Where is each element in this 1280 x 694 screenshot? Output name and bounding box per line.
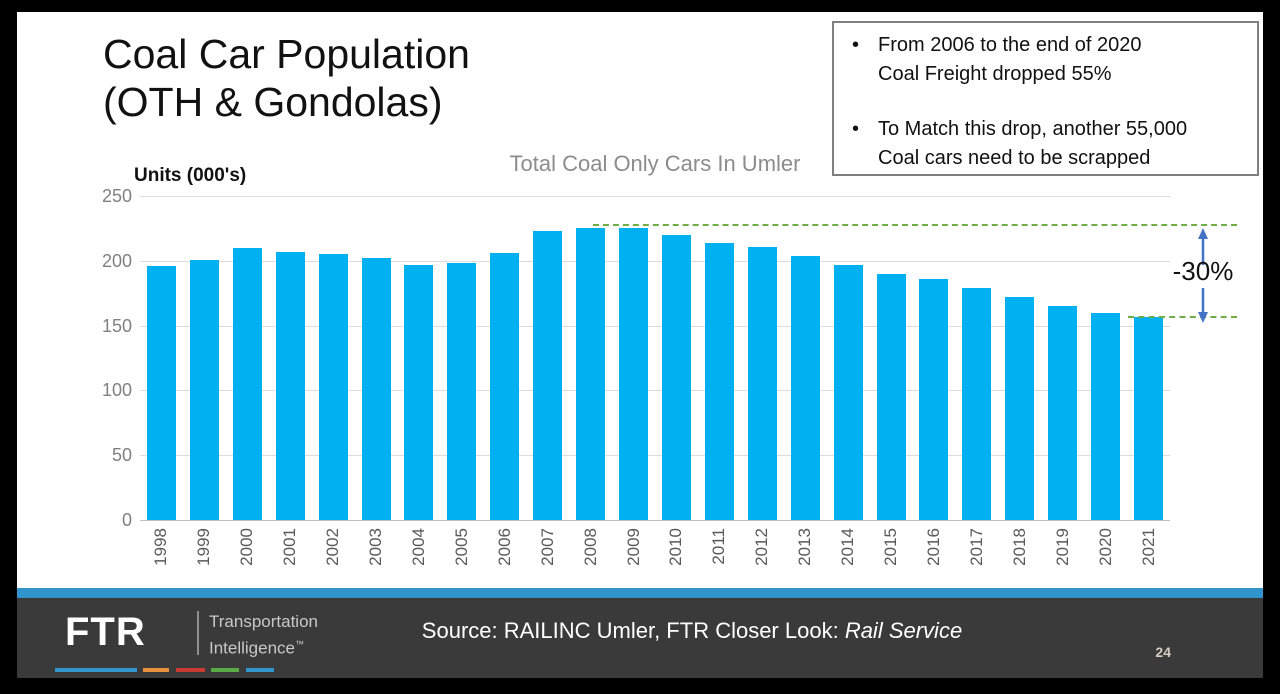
bar-2004 bbox=[404, 264, 434, 520]
x-tick-label-2018: 2018 bbox=[1009, 528, 1029, 566]
gridline-y-250 bbox=[140, 196, 1170, 197]
x-tick-label-2014: 2014 bbox=[838, 528, 858, 566]
x-tick-label-2002: 2002 bbox=[323, 528, 343, 566]
bar-2018 bbox=[1005, 297, 1035, 520]
bar-2005 bbox=[447, 263, 477, 520]
gridline-y-100 bbox=[140, 390, 1170, 392]
callout-box: From 2006 to the end of 2020 Coal Freigh… bbox=[832, 21, 1259, 176]
x-tick-label-2008: 2008 bbox=[580, 528, 600, 566]
accent-dash-3 bbox=[176, 668, 205, 672]
x-tick-label-2019: 2019 bbox=[1052, 528, 1072, 566]
x-tick-label-1999: 1999 bbox=[194, 528, 214, 566]
plot-area bbox=[140, 196, 1170, 521]
x-tick-label-2017: 2017 bbox=[966, 528, 986, 566]
logo-subtitle: Transportation Intelligence™ bbox=[209, 611, 318, 660]
x-tick-label-2003: 2003 bbox=[366, 528, 386, 566]
y-tick-label: 250 bbox=[101, 186, 132, 206]
slide: Coal Car Population (OTH & Gondolas) Fro… bbox=[17, 12, 1263, 678]
gridline-y-200 bbox=[140, 260, 1170, 262]
x-tick-label-2016: 2016 bbox=[923, 528, 943, 566]
bar-2003 bbox=[361, 258, 391, 520]
x-tick-label-2021: 2021 bbox=[1138, 528, 1158, 566]
accent-dash-2 bbox=[143, 668, 169, 672]
bar-2012 bbox=[747, 246, 777, 520]
bar-2000 bbox=[232, 247, 262, 520]
x-tick-label-2009: 2009 bbox=[623, 528, 643, 566]
callout-bullet: From 2006 to the end of 2020 Coal Freigh… bbox=[848, 31, 1247, 89]
accent-dash-1 bbox=[55, 668, 137, 672]
x-tick-label-2007: 2007 bbox=[537, 528, 557, 566]
gridline-y-50 bbox=[140, 455, 1170, 457]
y-tick-label: 100 bbox=[101, 380, 132, 401]
x-tick-label-2010: 2010 bbox=[666, 528, 686, 566]
x-tick-label-2015: 2015 bbox=[881, 528, 901, 566]
bar-2017 bbox=[962, 288, 992, 520]
bar-2001 bbox=[275, 251, 305, 520]
x-tick-label-2005: 2005 bbox=[451, 528, 471, 566]
bar-2006 bbox=[490, 253, 520, 520]
accent-dash-5 bbox=[246, 668, 274, 672]
x-tick-label-2013: 2013 bbox=[795, 528, 815, 566]
page-number: 24 bbox=[1155, 644, 1171, 660]
logo-subtitle-line1: Transportation bbox=[209, 612, 318, 631]
x-tick-label-2011: 2011 bbox=[709, 528, 729, 565]
y-tick-label: 150 bbox=[101, 315, 132, 336]
trademark-mark: ™ bbox=[295, 639, 305, 649]
bar-2016 bbox=[919, 278, 949, 520]
decline-arrow-icon bbox=[1198, 228, 1208, 323]
delta-percentage-label: -30% bbox=[1172, 256, 1234, 286]
bar-2015 bbox=[876, 273, 906, 520]
footer-bar: FTR Transportation Intelligence™ Source:… bbox=[17, 598, 1263, 678]
bar-2009 bbox=[619, 228, 649, 520]
slide-title: Coal Car Population (OTH & Gondolas) bbox=[103, 31, 470, 125]
y-tick-label: 0 bbox=[121, 510, 132, 530]
accent-dash-4 bbox=[211, 668, 239, 672]
logo-divider bbox=[197, 611, 199, 655]
chart-title: Total Coal Only Cars In Umler bbox=[509, 151, 801, 176]
x-tick-label-2020: 2020 bbox=[1095, 528, 1115, 566]
bar-2019 bbox=[1048, 306, 1078, 520]
y-tick-label: 50 bbox=[111, 445, 132, 466]
x-tick-label-2006: 2006 bbox=[494, 528, 514, 566]
gridline-y-0 bbox=[140, 520, 1170, 521]
y-axis-units-label: Units (000's) bbox=[134, 165, 247, 186]
x-tick-label-2001: 2001 bbox=[280, 528, 300, 566]
bar-1999 bbox=[189, 259, 219, 520]
gridline-y-150 bbox=[140, 325, 1170, 327]
ftr-logo: FTR bbox=[65, 610, 146, 654]
x-tick-label-1998: 1998 bbox=[151, 528, 171, 566]
lower-reference-dashed-line bbox=[1128, 315, 1237, 318]
bar-2011 bbox=[704, 242, 734, 520]
callout-list: From 2006 to the end of 2020 Coal Freigh… bbox=[848, 31, 1247, 173]
bar-2007 bbox=[533, 230, 563, 520]
bar-2008 bbox=[576, 228, 606, 520]
source-prefix: Source: RAILINC Umler, FTR Closer Look: bbox=[421, 618, 845, 643]
bar-2014 bbox=[833, 264, 863, 520]
bar-2013 bbox=[790, 255, 820, 520]
bar-1998 bbox=[146, 265, 176, 520]
bar-2002 bbox=[318, 254, 348, 520]
callout-bullet: To Match this drop, another 55,000 Coal … bbox=[848, 115, 1247, 173]
bar-2020 bbox=[1091, 312, 1121, 520]
upper-reference-dashed-line bbox=[593, 223, 1237, 226]
footer-accent-strip bbox=[17, 588, 1263, 598]
x-tick-label-2004: 2004 bbox=[408, 528, 428, 566]
x-tick-label-2000: 2000 bbox=[237, 528, 257, 566]
bar-2010 bbox=[661, 234, 691, 520]
x-tick-label-2012: 2012 bbox=[752, 528, 772, 566]
y-tick-label: 200 bbox=[101, 250, 132, 271]
source-italic: Rail Service bbox=[844, 618, 963, 643]
logo-subtitle-line2: Intelligence bbox=[209, 638, 296, 658]
bar-2021 bbox=[1134, 316, 1164, 520]
source-text: Source: RAILINC Umler, FTR Closer Look: … bbox=[392, 618, 992, 644]
